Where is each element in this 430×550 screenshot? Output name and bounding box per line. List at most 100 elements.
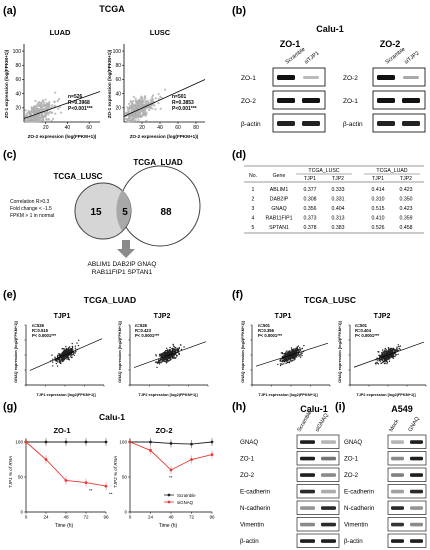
f-scatter-tjp1 <box>250 324 331 387</box>
scatter-point <box>173 348 176 350</box>
table-cell: 0.414 <box>372 187 385 193</box>
luad-stats: n=526 R=0.3968 P<0.001*** <box>68 94 93 112</box>
scatter-point <box>397 344 399 346</box>
scatter-point <box>54 112 57 115</box>
scatter-point <box>57 354 59 356</box>
scatter-point <box>166 361 168 363</box>
scatter-point <box>128 118 131 121</box>
scatter-point <box>151 96 154 99</box>
scatter-point <box>281 353 284 355</box>
scatter-point <box>167 352 170 354</box>
scatter-point <box>61 360 63 362</box>
scatter-point <box>153 104 156 107</box>
scatter-point <box>57 98 61 101</box>
scatter-point <box>277 363 279 366</box>
scatter-point <box>154 361 157 363</box>
panel-i: (i) A549 Mock GNAQ GNAQ ZO-1 ZO-2 E-cadheri… <box>335 401 427 548</box>
scatter-point <box>295 351 297 353</box>
series-point <box>210 440 214 444</box>
scatter-point <box>46 104 49 108</box>
scatter-point <box>382 351 384 353</box>
scatter-point <box>145 119 148 122</box>
scatter-point <box>34 120 38 123</box>
band <box>300 506 315 510</box>
scatter-point <box>162 360 164 362</box>
scatter-point <box>168 358 170 360</box>
scatter-point <box>54 91 57 94</box>
band <box>391 473 404 477</box>
scatter-point <box>166 350 169 352</box>
band <box>391 539 404 543</box>
scatter-point <box>387 356 389 358</box>
blot-row-label: GNAQ <box>240 439 258 446</box>
scatter-point <box>50 111 53 114</box>
scatter-point <box>51 117 55 120</box>
scatter-point <box>392 355 394 358</box>
scatter-point <box>141 110 144 113</box>
x-tick-label: 72 <box>189 515 195 520</box>
panel-a-title: TCGA <box>99 4 125 14</box>
scatter-point <box>286 361 289 364</box>
scatter-point <box>287 357 290 360</box>
panel-label-i: (i) <box>335 401 346 413</box>
stat: P< 0.0001*** <box>135 333 159 338</box>
stat: P< 0.0001*** <box>32 333 56 338</box>
series-point <box>149 449 152 452</box>
y-tick-label: 80 <box>15 63 21 69</box>
scatter-point <box>165 352 167 354</box>
blot-row-label: Vimentin <box>344 522 369 529</box>
scatter-point <box>34 100 37 103</box>
f2-ylabel: GNAQ expression [log2(FPKM+1)] <box>338 321 342 383</box>
g1-ylabel: TJP1 % of RNA <box>8 456 13 488</box>
blot-b-right-row-1: ZO-2 <box>343 75 358 82</box>
scatter-point <box>158 353 161 356</box>
scatter-point <box>70 353 72 355</box>
x-tick-label: 20 <box>139 125 145 131</box>
x-tick-label: 80 <box>193 125 199 131</box>
scatter-point <box>283 361 285 363</box>
scatter-point <box>172 343 174 346</box>
scatter-point <box>65 347 68 350</box>
scatter-point <box>139 98 142 101</box>
y-tick-label: 100 <box>15 440 23 445</box>
scatter-point <box>166 352 168 354</box>
scatter-point <box>301 347 304 350</box>
table-subhead: TJP1 <box>304 176 316 182</box>
lusc-ylabel: ZO-1 expression (log(FPKM+1)) <box>107 49 112 118</box>
scatter-point <box>169 359 171 362</box>
scatter-point <box>291 360 293 362</box>
blot-frame <box>387 533 427 548</box>
venn-count-overlap: 5 <box>122 207 128 218</box>
significance-marker: ** <box>89 488 93 493</box>
e2-ylabel: GNAQ expression [log2(FPKM+1)] <box>118 321 122 383</box>
stat: R=0.423 <box>135 328 152 333</box>
scatter-point <box>180 348 183 351</box>
venn-set-right-label: TCGA_LUAD <box>133 158 183 167</box>
scatter-point <box>172 349 174 351</box>
scatter-point <box>381 352 383 354</box>
scatter-point <box>74 347 77 349</box>
scatter-point <box>381 355 383 357</box>
scatter-point <box>170 358 172 360</box>
band <box>300 489 315 494</box>
scatter-point <box>72 353 74 355</box>
stat: R=0.356 <box>258 328 275 333</box>
band <box>377 121 395 126</box>
scatter-point <box>397 349 399 351</box>
scatter-point <box>288 350 290 352</box>
scatter-point <box>159 360 161 362</box>
scatter-point <box>299 356 302 358</box>
table-group-lusc: TCGA_LUSC <box>308 168 339 174</box>
panel-e-title: TCGA_LUAD <box>84 295 136 305</box>
table-body: 1 ABLIM1 0.377 0.333 0.414 0.423 2 DAB2IP 0.308 0… <box>252 187 413 231</box>
table-gene: ABLIM1 <box>270 187 289 193</box>
scatter-point <box>29 117 32 121</box>
table-cell: 0.333 <box>332 187 345 193</box>
blot-i: GNAQ ZO-1 ZO-2 E-cadherin N-cadherin Vimentin… <box>344 434 427 548</box>
scatter-point <box>297 354 299 356</box>
blot-frame <box>387 434 427 449</box>
scatter-point <box>293 359 295 361</box>
scatter-point <box>143 114 146 117</box>
scatter-point <box>144 113 148 116</box>
